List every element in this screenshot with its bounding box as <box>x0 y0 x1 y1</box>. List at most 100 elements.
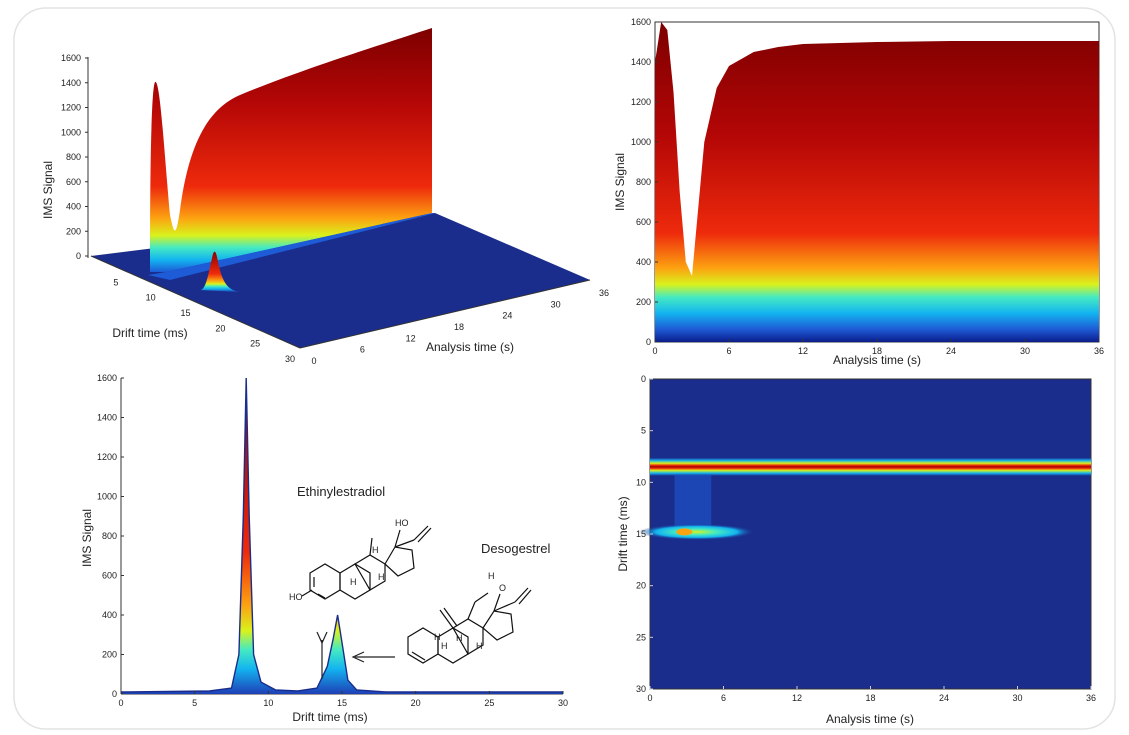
drift-axis-line <box>90 255 301 349</box>
x-tick-label: 5 <box>192 698 197 708</box>
y-tick-label: 1600 <box>631 17 651 27</box>
y-axis-label: Drift time (ms) <box>616 496 630 571</box>
surface-ridge-base <box>148 213 436 280</box>
x-tick-label: 24 <box>946 346 956 356</box>
drift-tick-label: 20 <box>215 323 225 333</box>
analysis-tick-label: 18 <box>454 322 464 332</box>
analysis-axis-line <box>299 279 591 349</box>
x-tick-label: 30 <box>1012 693 1022 703</box>
y-tick-label: 1000 <box>61 127 81 137</box>
drift-analysis-heatmap: 0 6 12 18 24 30 36 0 5 10 15 20 25 30 Analysis time … <box>616 374 1096 726</box>
y-tick-label: 400 <box>102 610 117 620</box>
y-axis-label: IMS Signal <box>613 153 627 211</box>
analysis-tick-label: 24 <box>502 311 512 321</box>
analysis-tick-label: 0 <box>311 356 316 366</box>
y-tick-label: 1400 <box>631 57 651 67</box>
heatmap-hotspot <box>676 528 693 536</box>
y-tick-label: 5 <box>641 426 646 436</box>
y-tick-label: 25 <box>636 632 646 642</box>
desogestrel-h-atom: H <box>488 571 495 581</box>
analysis-tick-label: 12 <box>406 333 416 343</box>
y-tick-label: 1600 <box>61 53 81 63</box>
y-tick-label: 400 <box>636 257 651 267</box>
y-tick-label: 1600 <box>97 373 117 383</box>
analysis-tick-label: 36 <box>599 288 609 298</box>
analysis-time-plot: 0 6 12 18 24 30 36 0 200 400 600 800 1000 1200 1400 16… <box>613 17 1104 367</box>
y-tick-label: 1400 <box>61 78 81 88</box>
y-tick-label: 400 <box>66 202 81 212</box>
ethinylestradiol-structure <box>301 525 432 679</box>
y-tick-label: 1200 <box>97 452 117 462</box>
signal-area <box>655 22 1099 342</box>
x-axis-label: Analysis time (s) <box>826 712 914 726</box>
x-tick-label: 30 <box>1020 346 1030 356</box>
y-tick-label: 1000 <box>97 492 117 502</box>
x-tick-label: 10 <box>263 698 273 708</box>
x-tick-label: 20 <box>411 698 421 708</box>
heatmap-band-main <box>650 457 1091 476</box>
y-tick-label: 0 <box>646 337 651 347</box>
x-tick-label: 18 <box>865 693 875 703</box>
x-axis-label: Analysis time (s) <box>833 353 921 367</box>
y-tick-label: 600 <box>102 571 117 581</box>
heatmap-band-secondary <box>638 523 755 540</box>
surface-second-peak <box>200 251 240 292</box>
x-tick-label: 6 <box>721 693 726 703</box>
desogestrel-h-atom: H <box>476 641 483 651</box>
x-tick-label: 0 <box>118 698 123 708</box>
y-tick-label: 0 <box>112 689 117 699</box>
drift-tick-label: 30 <box>285 354 295 364</box>
ethinylestradiol-h-atom: H <box>378 572 385 582</box>
z-axis-label: Analysis time (s) <box>426 340 514 354</box>
x-tick-label: 36 <box>1086 693 1096 703</box>
x-tick-label: 36 <box>1094 346 1104 356</box>
x-tick-label: 18 <box>872 346 882 356</box>
drift-tick-label: 5 <box>113 277 118 287</box>
x-tick-label: 12 <box>792 693 802 703</box>
spectrum-line <box>120 377 563 693</box>
x-tick-label: 24 <box>939 693 949 703</box>
drift-tick-label: 25 <box>250 339 260 349</box>
desogestrel-o-atom: O <box>499 583 506 593</box>
y-tick-label: 800 <box>636 177 651 187</box>
y-tick-label: 10 <box>636 477 646 487</box>
x-tick-label: 30 <box>558 698 568 708</box>
x-tick-label: 25 <box>484 698 494 708</box>
desogestrel-structure <box>351 587 532 664</box>
ethinylestradiol-h-atom: H <box>350 577 357 587</box>
ethinylestradiol-label: Ethinylestradiol <box>297 484 385 499</box>
y-tick-label: 600 <box>636 217 651 227</box>
ethinylestradiol-ho-atom: HO <box>289 592 303 602</box>
drift-time-spectrum: 0 5 10 15 20 25 30 0 200 400 600 800 1000 1200 1400 16… <box>80 373 568 724</box>
x-tick-label: 12 <box>798 346 808 356</box>
desogestrel-h-atom: H <box>441 641 448 651</box>
y-tick-label: 200 <box>66 226 81 236</box>
y-tick-label: 1000 <box>631 137 651 147</box>
y-tick-label: 200 <box>102 650 117 660</box>
y-tick-label: 600 <box>66 177 81 187</box>
x-tick-label: 0 <box>647 693 652 703</box>
desogestrel-h-atom: H <box>456 633 463 643</box>
y-tick-label: 0 <box>641 374 646 384</box>
y-tick-label: 200 <box>636 297 651 307</box>
y-axis-label: IMS Signal <box>41 161 55 219</box>
heatmap-tail <box>674 474 712 528</box>
desogestrel-label: Desogestrel <box>481 541 550 556</box>
surface-ridge <box>150 28 432 272</box>
y-tick-label: 15 <box>636 529 646 539</box>
drift-tick-label: 15 <box>180 308 190 318</box>
y-tick-label: 20 <box>636 581 646 591</box>
ethinylestradiol-h-atom: H <box>372 545 379 555</box>
y-tick-label: 0 <box>76 251 81 261</box>
y-tick-label: 800 <box>66 152 81 162</box>
analysis-tick-label: 6 <box>360 345 365 355</box>
ethinylestradiol-oh-atom: HO <box>395 518 409 528</box>
x-axis-label: Drift time (ms) <box>112 326 187 340</box>
y-tick-label: 30 <box>636 684 646 694</box>
y-tick-label: 1200 <box>631 97 651 107</box>
x-tick-label: 0 <box>652 346 657 356</box>
analysis-tick-label: 30 <box>551 299 561 309</box>
y-tick-label: 1400 <box>97 413 117 423</box>
